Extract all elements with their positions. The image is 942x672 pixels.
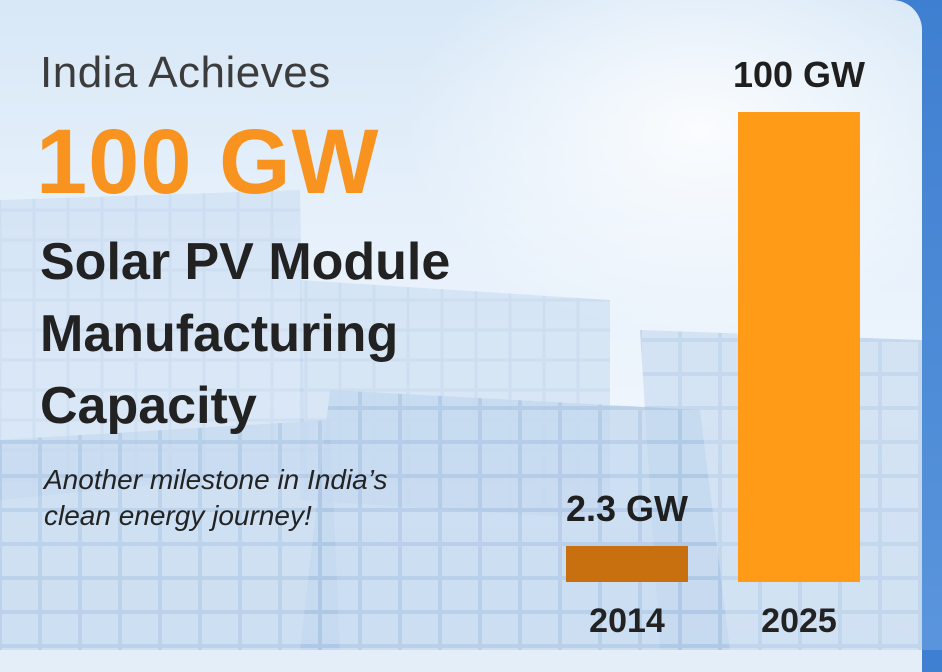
x-tick-label: 2014 <box>589 602 665 640</box>
headline-subject-line: Solar PV Module <box>40 233 451 291</box>
bar-2025 <box>738 112 860 582</box>
infographic-card: India Achieves 100 GW Solar PV Module Ma… <box>0 0 922 672</box>
x-tick-label: 2025 <box>761 602 837 640</box>
headline-subject-line: Capacity <box>40 377 257 435</box>
bar-2014 <box>566 546 688 582</box>
bar-value-label: 100 GW <box>732 54 866 95</box>
headline-subject: Solar PV Module Manufacturing Capacity <box>40 226 560 442</box>
headline-value: 100 GW <box>36 111 380 213</box>
tagline-line: clean energy journey! <box>44 500 312 531</box>
headline-subject-line: Manufacturing <box>40 305 399 363</box>
tagline-line: Another milestone in India’s <box>44 464 388 495</box>
capacity-bar-chart: 2.3 GW 2014 100 GW 2025 <box>520 0 920 650</box>
headline-intro: India Achieves <box>40 48 331 97</box>
bar-value-label: 2.3 GW <box>565 488 689 529</box>
tagline: Another milestone in India’s clean energ… <box>44 462 524 534</box>
